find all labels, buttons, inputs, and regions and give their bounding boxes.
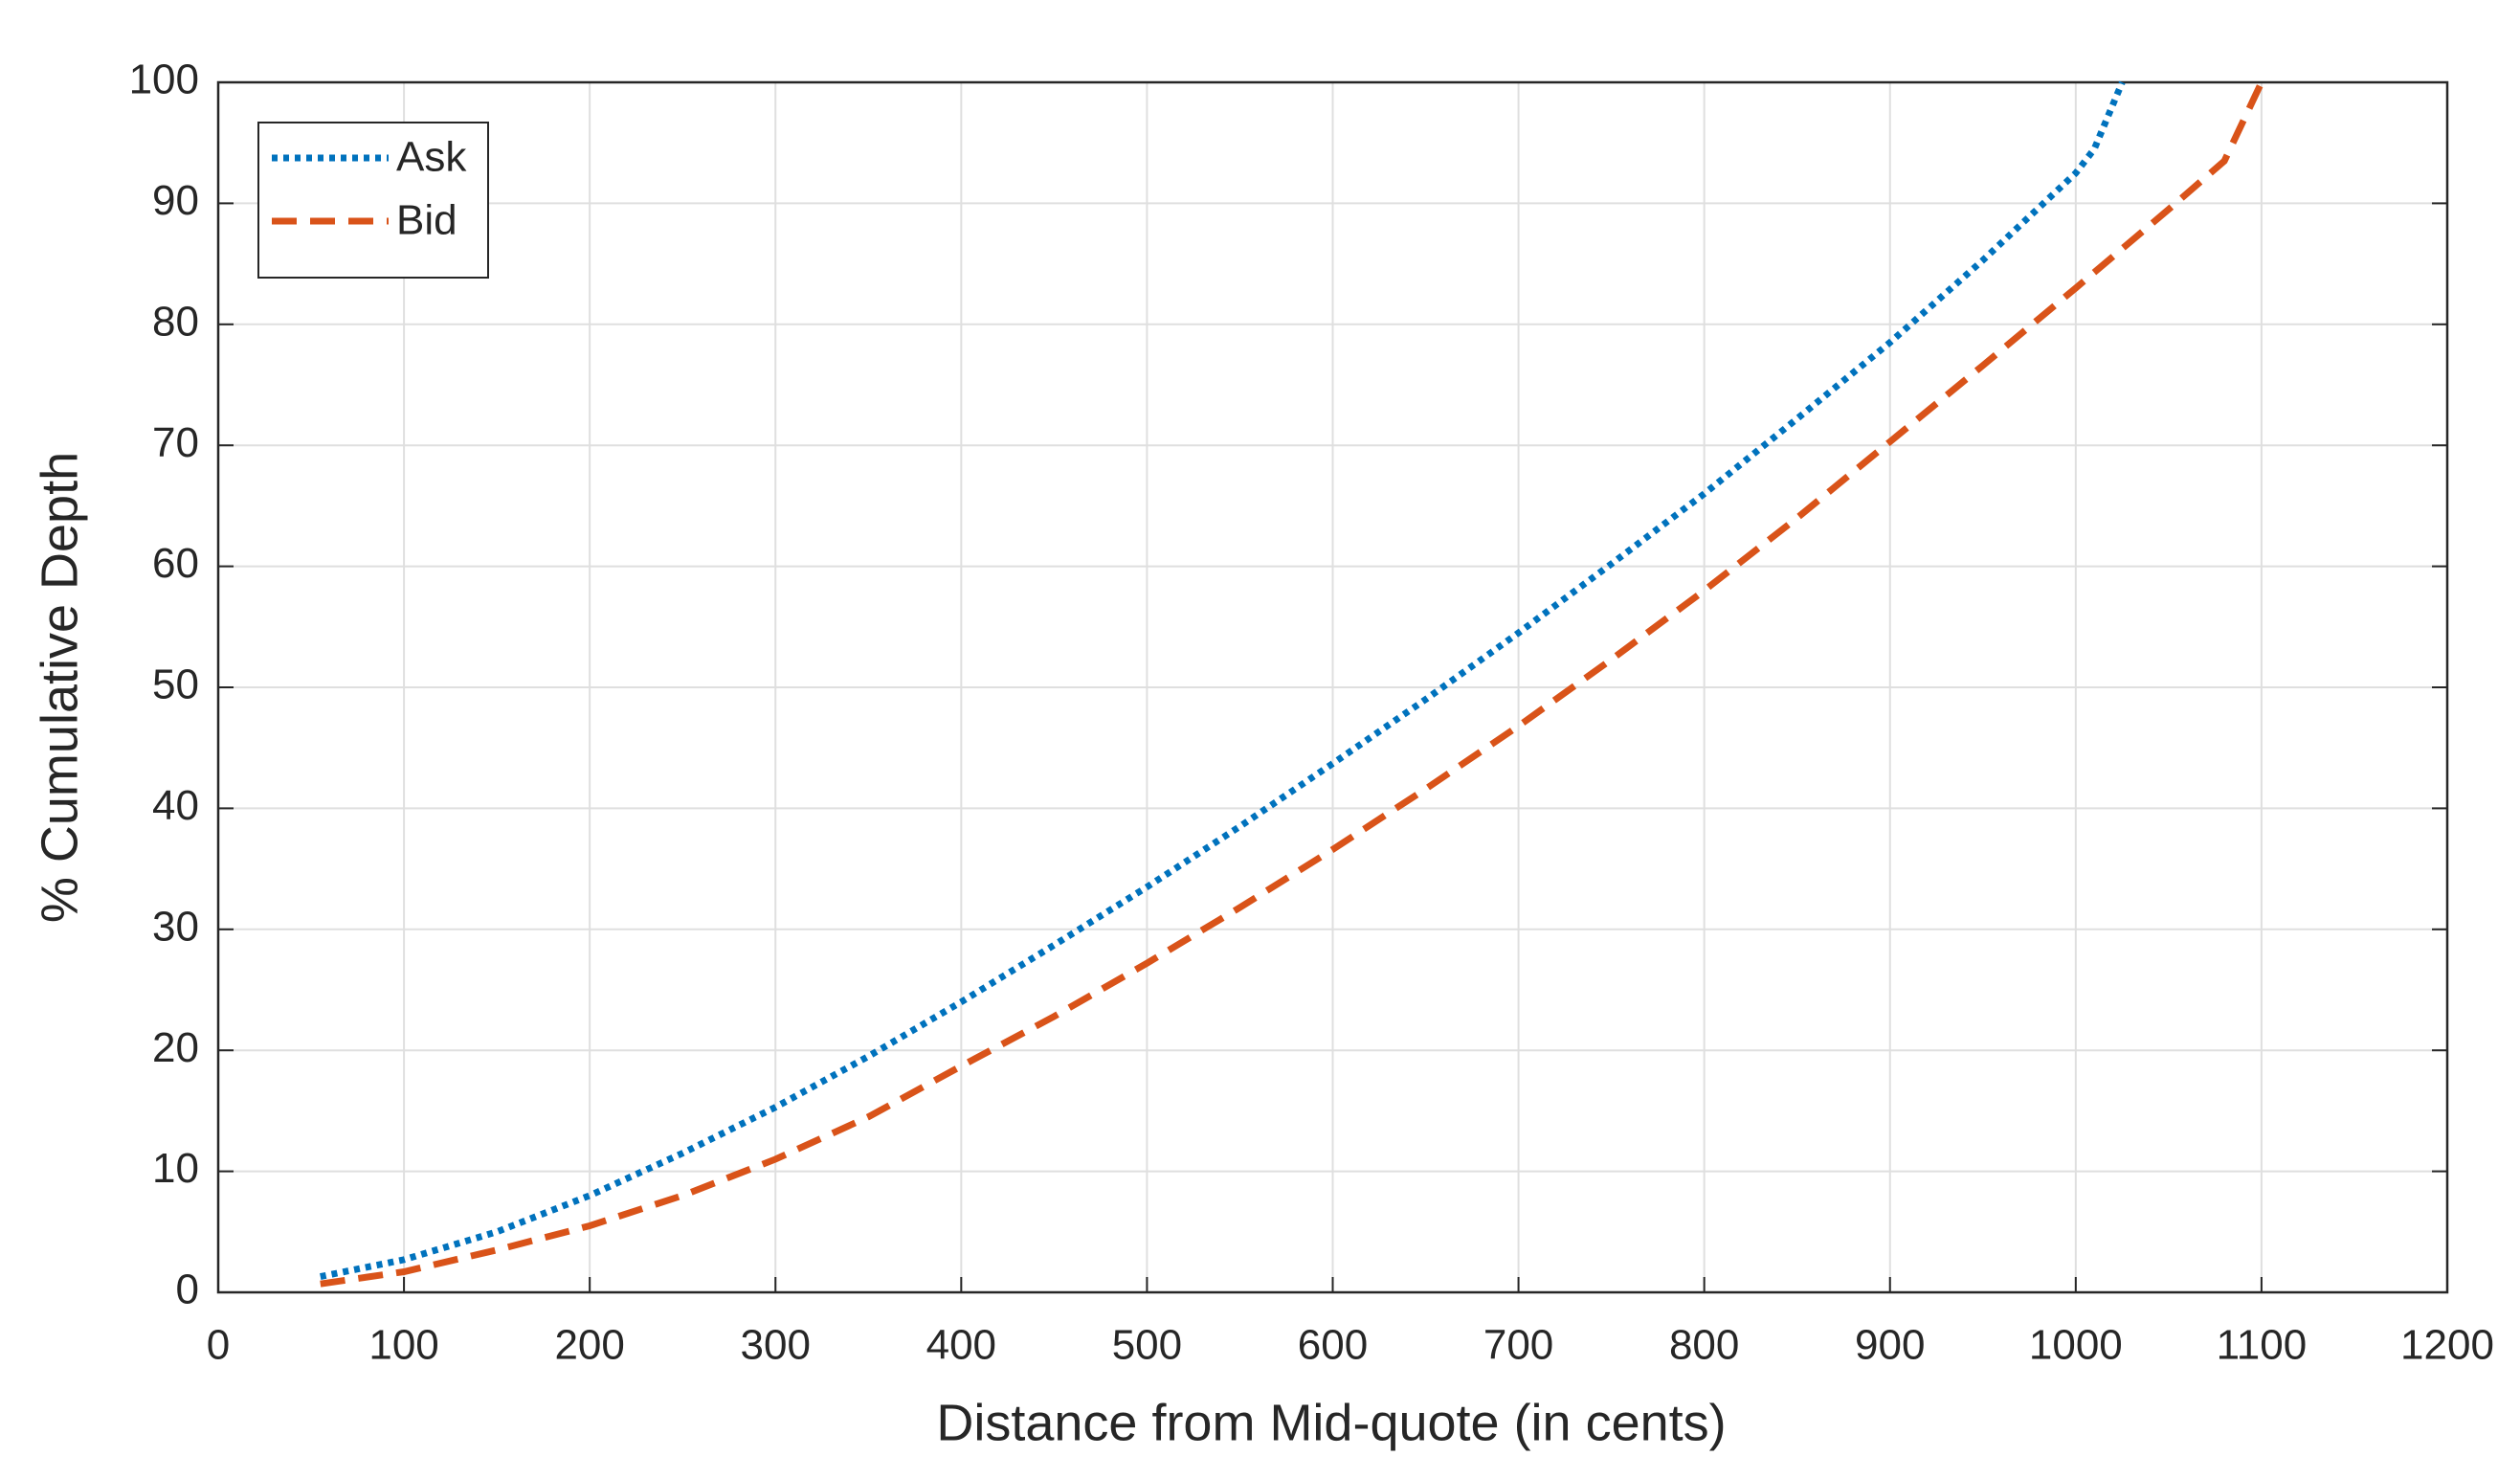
x-tick-label: 1000 <box>2029 1322 2123 1369</box>
y-tick-label: 30 <box>152 903 199 950</box>
x-tick-label: 600 <box>1298 1322 1368 1369</box>
y-tick-label: 90 <box>152 177 199 224</box>
legend-box <box>257 122 489 279</box>
y-tick-label: 0 <box>176 1266 199 1313</box>
x-tick-label: 1100 <box>2217 1322 2308 1369</box>
x-tick-label: 1200 <box>2400 1322 2494 1369</box>
x-tick-label: 200 <box>554 1322 624 1369</box>
x-tick-label: 500 <box>1112 1322 1182 1369</box>
y-tick-label: 70 <box>152 419 199 466</box>
x-tick-label: 400 <box>926 1322 996 1369</box>
x-tick-label: 900 <box>1855 1322 1925 1369</box>
y-axis-title: % Cumulative Depth <box>31 452 88 923</box>
x-tick-label: 700 <box>1483 1322 1553 1369</box>
y-tick-label: 40 <box>152 782 199 829</box>
legend-label: Bid <box>396 197 457 244</box>
y-tick-label: 20 <box>152 1024 199 1071</box>
x-tick-label: 300 <box>741 1322 811 1369</box>
y-tick-label: 10 <box>152 1145 199 1192</box>
y-tick-label: 50 <box>152 661 199 708</box>
legend-label: Ask <box>396 134 467 181</box>
line <box>320 80 2265 1288</box>
y-tick-label: 100 <box>129 56 199 103</box>
y-tick-label: 60 <box>152 540 199 587</box>
y-tick-label: 80 <box>152 298 199 345</box>
x-axis-title: Distance from Mid-quote (in cents) <box>936 1394 1726 1451</box>
x-tick-label: 0 <box>207 1322 230 1369</box>
x-tick-label: 100 <box>368 1322 438 1369</box>
x-tick-label: 800 <box>1669 1322 1739 1369</box>
plot-frame <box>216 80 2449 1294</box>
